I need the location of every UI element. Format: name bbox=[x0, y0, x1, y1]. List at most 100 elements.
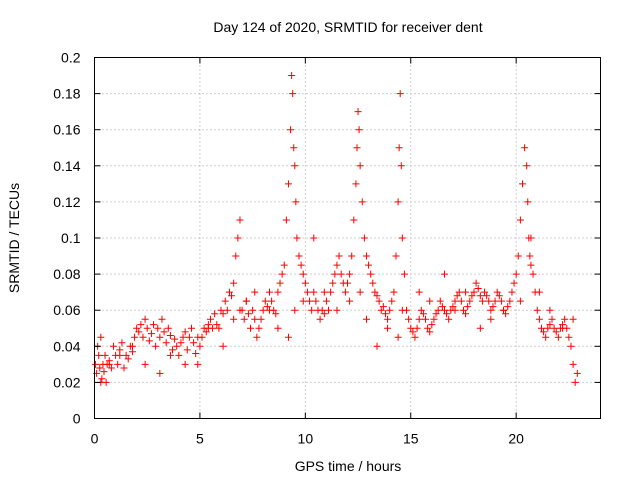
y-tick-label: 0.12 bbox=[53, 194, 80, 210]
data-point bbox=[251, 288, 259, 296]
data-point bbox=[493, 288, 501, 296]
data-point bbox=[293, 234, 301, 242]
data-point bbox=[409, 328, 417, 336]
data-point bbox=[92, 360, 100, 368]
data-point bbox=[554, 333, 562, 341]
data-point bbox=[440, 306, 448, 314]
data-point bbox=[386, 306, 394, 314]
data-point bbox=[333, 261, 341, 269]
data-point bbox=[247, 324, 255, 332]
data-point bbox=[179, 333, 187, 341]
data-point bbox=[265, 306, 273, 314]
data-point bbox=[396, 90, 404, 98]
data-point bbox=[187, 324, 195, 332]
data-point bbox=[232, 252, 240, 260]
data-point bbox=[177, 339, 185, 347]
data-point bbox=[337, 270, 345, 278]
data-point bbox=[540, 328, 548, 336]
data-point bbox=[221, 297, 229, 305]
data-point bbox=[462, 310, 470, 318]
data-point bbox=[234, 234, 242, 242]
data-point bbox=[432, 310, 440, 318]
y-tick-label: 0.1 bbox=[61, 230, 81, 246]
data-point bbox=[394, 198, 402, 206]
data-point bbox=[426, 328, 434, 336]
data-point bbox=[335, 252, 343, 260]
data-point bbox=[489, 303, 497, 311]
data-point bbox=[440, 270, 448, 278]
data-point bbox=[329, 279, 337, 287]
data-point bbox=[445, 315, 453, 323]
data-point bbox=[100, 368, 108, 376]
data-point bbox=[390, 288, 398, 296]
data-point bbox=[204, 324, 212, 332]
data-point bbox=[524, 198, 532, 206]
data-point bbox=[392, 252, 400, 260]
data-point bbox=[135, 328, 143, 336]
data-point bbox=[215, 324, 223, 332]
data-point bbox=[122, 351, 130, 359]
data-point bbox=[379, 303, 387, 311]
data-point bbox=[278, 270, 286, 278]
data-point bbox=[375, 297, 383, 305]
data-point bbox=[206, 315, 214, 323]
data-point bbox=[312, 297, 320, 305]
data-point bbox=[395, 144, 403, 152]
data-point bbox=[449, 303, 457, 311]
data-point bbox=[571, 378, 579, 386]
data-point bbox=[514, 252, 522, 260]
data-point bbox=[523, 162, 531, 170]
data-point bbox=[384, 315, 392, 323]
data-point bbox=[483, 292, 491, 300]
data-point bbox=[346, 270, 354, 278]
data-point bbox=[217, 306, 225, 314]
data-point bbox=[114, 360, 122, 368]
data-point bbox=[280, 261, 288, 269]
y-tick-label: 0.16 bbox=[53, 122, 80, 138]
data-point bbox=[320, 310, 328, 318]
data-point bbox=[107, 364, 115, 372]
data-point bbox=[424, 324, 432, 332]
data-point bbox=[310, 234, 318, 242]
data-point bbox=[510, 279, 518, 287]
data-point bbox=[394, 333, 402, 341]
data-point bbox=[192, 350, 200, 358]
data-point bbox=[327, 288, 335, 296]
data-point bbox=[491, 297, 499, 305]
data-point bbox=[457, 297, 465, 305]
data-point bbox=[550, 324, 558, 332]
data-point bbox=[459, 306, 467, 314]
data-point bbox=[242, 297, 250, 305]
data-point bbox=[160, 328, 168, 336]
data-point bbox=[303, 288, 311, 296]
data-point bbox=[500, 306, 508, 314]
data-point bbox=[384, 324, 392, 332]
data-point bbox=[354, 108, 362, 116]
data-point bbox=[223, 306, 231, 314]
data-point bbox=[162, 339, 170, 347]
y-tick-label: 0 bbox=[73, 411, 81, 427]
data-point bbox=[306, 297, 314, 305]
data-points-layer bbox=[92, 72, 581, 386]
data-point bbox=[346, 297, 354, 305]
data-point bbox=[407, 324, 415, 332]
data-point bbox=[318, 306, 326, 314]
data-point bbox=[546, 306, 554, 314]
data-point bbox=[365, 261, 373, 269]
data-point bbox=[451, 297, 459, 305]
data-point bbox=[230, 315, 238, 323]
y-tick-label: 0.08 bbox=[53, 266, 80, 282]
data-point bbox=[331, 270, 339, 278]
data-point bbox=[190, 339, 198, 347]
data-point bbox=[506, 297, 514, 305]
data-point bbox=[417, 306, 425, 314]
y-tick-label: 0.04 bbox=[53, 338, 80, 354]
data-point bbox=[164, 324, 172, 332]
data-point bbox=[316, 315, 324, 323]
data-point bbox=[301, 279, 309, 287]
x-tick-label: 20 bbox=[508, 431, 524, 447]
data-point bbox=[97, 333, 105, 341]
x-axis-label: GPS time / hours bbox=[295, 458, 402, 474]
data-point bbox=[474, 285, 482, 293]
data-point bbox=[244, 310, 252, 318]
